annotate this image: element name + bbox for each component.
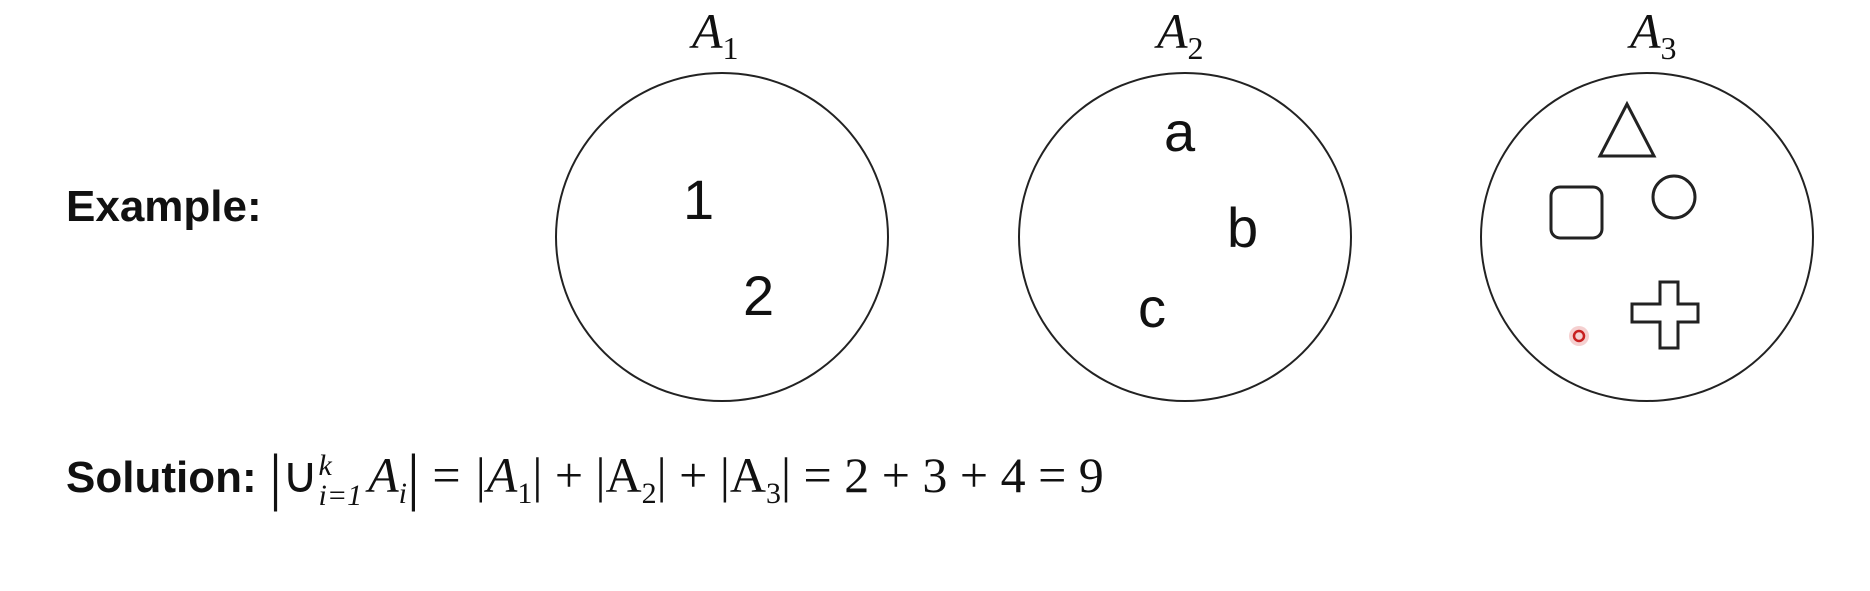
set-circle-a3 — [1480, 72, 1814, 402]
term-a1-open: |A — [473, 447, 518, 503]
set-circle-a1 — [555, 72, 889, 402]
set-symbol: A — [368, 447, 399, 503]
term-a3-index: 3 — [765, 477, 781, 510]
element-1: 1 — [683, 168, 715, 231]
set-index: 3 — [1660, 30, 1677, 66]
term-a3-open: | + |A — [656, 447, 766, 503]
arithmetic-result: = 2 + 3 + 4 = 9 — [803, 447, 1104, 503]
set-index: 2 — [1187, 30, 1204, 66]
plus-icon — [1630, 280, 1700, 350]
lower-limit: i=1 — [318, 478, 363, 512]
set-name: A — [1630, 3, 1661, 59]
cursor-dot-icon — [1569, 326, 1589, 346]
term-close: | — [780, 447, 791, 503]
element-a: a — [1164, 100, 1196, 163]
solution-label: Solution: — [66, 453, 257, 502]
set-circle-a2 — [1018, 72, 1352, 402]
set-name: A — [692, 3, 723, 59]
union-symbol: ∪ — [281, 447, 319, 503]
element-c: c — [1138, 276, 1166, 339]
equals-sign: = — [432, 447, 461, 503]
set-subscript: i — [398, 477, 408, 510]
upper-limit: k — [318, 448, 332, 482]
element-2: 2 — [743, 264, 775, 327]
term-a2-index: 2 — [641, 477, 657, 510]
set-name: A — [1157, 3, 1188, 59]
abs-bar-right: | — [407, 441, 420, 512]
triangle-icon — [1597, 100, 1657, 158]
example-label: Example: — [66, 182, 262, 231]
square-icon — [1549, 185, 1604, 240]
set-title-a3: A3 — [1630, 2, 1677, 67]
union-limits: k i=1 — [318, 448, 363, 512]
solution-equation: Solution: |∪ k i=1 Ai| = |A1| + |A2| + |A3|… — [66, 440, 1104, 514]
element-b: b — [1227, 196, 1259, 259]
term-a2-open: | + |A — [532, 447, 642, 503]
set-index: 1 — [722, 30, 739, 66]
set-title-a1: A1 — [692, 2, 739, 67]
abs-bar-left: | — [269, 441, 282, 512]
circle-shape-icon — [1651, 174, 1697, 220]
term-a1-index: 1 — [517, 477, 533, 510]
set-title-a2: A2 — [1157, 2, 1204, 67]
